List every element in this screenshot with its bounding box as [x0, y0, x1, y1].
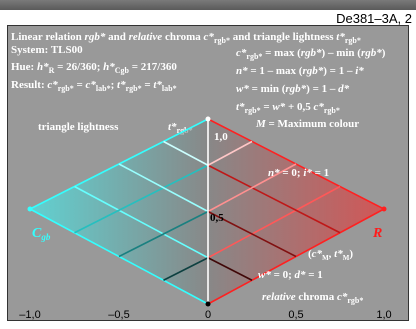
grid-line-left: [163, 257, 209, 281]
svg-text:Linear relation rgb* and relat: Linear relation rgb* and relative chroma…: [11, 31, 361, 45]
grid-line-left: [163, 140, 209, 166]
grid-line-left: [118, 163, 209, 213]
svg-text:Result: c*rgb* = c*lab*; t*rgb: Result: c*rgb* = c*lab*; t*rgb* = t*lab*: [11, 79, 177, 93]
grid-line-left: [74, 185, 209, 259]
system-label: System: TLS00: [11, 44, 83, 56]
grid-line-left: [118, 210, 209, 258]
svg-text:n* = 0; i* = 1: n* = 0; i* = 1: [268, 167, 329, 179]
diamond-grid: [30, 119, 384, 304]
vertex-dot: [27, 206, 33, 212]
svg-text:w* = min (rgb*) = 1 – d*: w* = min (rgb*) = 1 – d*: [236, 83, 350, 95]
r-label: R: [372, 226, 382, 241]
svg-text:c*rgb* = max (rgb*) – min (rgb: c*rgb* = max (rgb*) – min (rgb*): [236, 47, 386, 61]
grid-line-right: [207, 140, 253, 166]
grid-line-left: [74, 164, 209, 234]
figure-code: De381–3A, 2: [336, 11, 412, 26]
formula-block: c*rgb* = max (rgb*) – min (rgb*) n* = 1 …: [236, 47, 386, 130]
svg-text:M = Maximum colour: M = Maximum colour: [255, 118, 359, 130]
t-mid-label: 0,5: [210, 212, 224, 224]
x-tick: –1,0: [19, 309, 40, 321]
grid-line-right: [207, 257, 253, 281]
vertex-dot: [205, 301, 211, 307]
svg-text:Hue: h*R = 26/360; h*Cgb = 217: Hue: h*R = 26/360; h*Cgb = 217/360: [11, 61, 177, 75]
svg-text:relative chroma c*rgb*: relative chroma c*rgb*: [262, 291, 363, 305]
triangle-lightness-label: triangle lightness: [38, 121, 119, 133]
grid-line-right: [207, 210, 297, 258]
x-tick: –0,5: [108, 309, 129, 321]
svg-text:n* = 1 – max (rgb*) = 1 – i*: n* = 1 – max (rgb*) = 1 – i*: [236, 65, 364, 77]
vertex-dot: [381, 206, 387, 212]
x-tick: 0,5: [288, 309, 303, 321]
t-top-label: 1,0: [214, 131, 228, 143]
svg-text:t*rgb* = w* + 0,5 c*rgb*: t*rgb* = w* + 0,5 c*rgb*: [236, 101, 340, 115]
lightness-grid-lines: [27, 116, 387, 307]
grid-line-right: [207, 164, 341, 234]
svg-text:(c*M, t*M): (c*M, t*M): [308, 248, 353, 262]
diagram-panel: Linear relation rgb* and relative chroma…: [7, 25, 409, 321]
x-axis-ticks: –1,0 –0,5 0 0,5 1,0: [19, 309, 391, 321]
svg-text:w* = 0; d* = 1: w* = 0; d* = 1: [258, 269, 323, 281]
cgb-label: Cgb: [32, 226, 51, 242]
grid-line-right: [207, 163, 297, 213]
x-tick: 1,0: [376, 309, 391, 321]
x-tick: 0: [205, 309, 211, 321]
grid-line-right: [207, 185, 341, 259]
triangle-lightness-diagram: Linear relation rgb* and relative chroma…: [11, 31, 392, 321]
top-band: [0, 0, 416, 10]
vertex-dot: [205, 116, 211, 122]
